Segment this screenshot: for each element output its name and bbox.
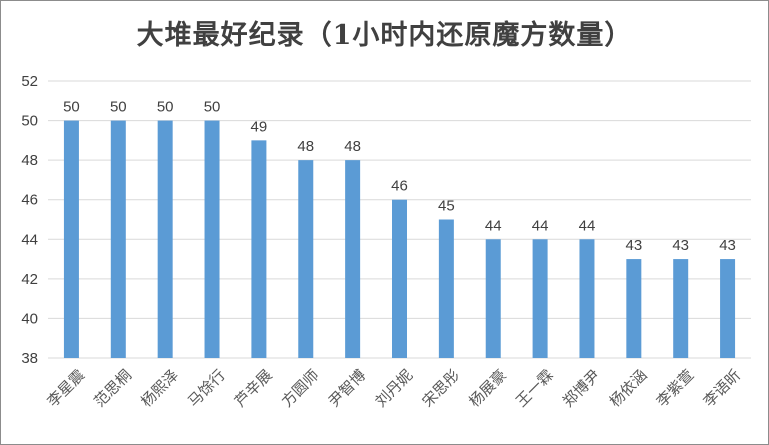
data-label: 44 bbox=[532, 217, 549, 234]
data-label: 43 bbox=[625, 237, 642, 254]
bar bbox=[204, 120, 220, 358]
data-label: 46 bbox=[391, 178, 408, 195]
y-tick-label: 38 bbox=[21, 350, 38, 367]
data-label: 44 bbox=[579, 217, 596, 234]
y-tick-label: 52 bbox=[21, 73, 38, 90]
data-label: 50 bbox=[63, 99, 80, 116]
data-label: 48 bbox=[344, 138, 361, 155]
data-label: 50 bbox=[110, 99, 127, 116]
data-label: 50 bbox=[204, 99, 221, 116]
data-labels: 50 50 50 50 49 48 48 46 45 44 44 44 43 43 43 bbox=[63, 99, 736, 255]
y-tick-label: 44 bbox=[21, 231, 38, 248]
bar bbox=[626, 259, 642, 358]
x-category-label: 杨展豪 bbox=[465, 366, 510, 411]
bar bbox=[673, 259, 689, 358]
x-category-label: 李紫萱 bbox=[653, 366, 698, 411]
x-category-label: 方圆师 bbox=[278, 366, 323, 411]
bar bbox=[298, 160, 314, 358]
bars bbox=[63, 120, 736, 358]
y-axis-ticks: 38 40 42 44 46 48 50 52 bbox=[21, 73, 38, 367]
data-label: 43 bbox=[719, 237, 736, 254]
x-category-label: 李语昕 bbox=[700, 366, 745, 411]
bar bbox=[579, 239, 595, 358]
x-category-label: 芦辛展 bbox=[231, 366, 276, 411]
x-axis-categories: 李星震 范思桐 杨熙泽 马馀行 芦辛展 方圆师 尹智博 刘丹妮 宋思彤 杨展豪 王一霖 郑博尹 杨依涵李… bbox=[44, 366, 745, 411]
bar bbox=[63, 120, 79, 358]
bar bbox=[720, 259, 736, 358]
x-category-label: 刘丹妮 bbox=[372, 366, 417, 411]
chart-title: 大堆最好纪录（1小时内还原魔方数量） bbox=[136, 20, 633, 51]
x-category-label: 马馀行 bbox=[184, 366, 229, 411]
bar bbox=[438, 219, 454, 358]
x-category-label: 尹智博 bbox=[325, 366, 370, 411]
y-tick-label: 46 bbox=[21, 192, 38, 209]
x-category-label: 郑博尹 bbox=[559, 366, 604, 411]
bar bbox=[532, 239, 548, 358]
bar bbox=[485, 239, 501, 358]
bar bbox=[345, 160, 361, 358]
data-label: 44 bbox=[485, 217, 502, 234]
x-category-label: 宋思彤 bbox=[419, 366, 464, 411]
bar bbox=[110, 120, 126, 358]
x-category-label: 杨熙泽 bbox=[137, 366, 182, 411]
data-label: 50 bbox=[157, 99, 174, 116]
data-label: 49 bbox=[251, 118, 268, 135]
data-label: 43 bbox=[672, 237, 689, 254]
bar bbox=[392, 199, 407, 358]
x-category-label: 杨依涵 bbox=[606, 366, 651, 411]
y-tick-label: 50 bbox=[21, 113, 38, 130]
x-category-label: 王一霖 bbox=[512, 366, 557, 411]
bar bbox=[157, 120, 173, 358]
x-category-label: 范思桐 bbox=[90, 366, 135, 411]
data-label: 48 bbox=[297, 138, 314, 155]
data-label: 45 bbox=[438, 198, 455, 215]
y-tick-label: 48 bbox=[21, 152, 38, 169]
y-tick-label: 40 bbox=[21, 310, 38, 327]
x-category-label: 李星震 bbox=[44, 366, 89, 411]
y-tick-label: 42 bbox=[21, 271, 38, 288]
bar bbox=[251, 140, 267, 358]
